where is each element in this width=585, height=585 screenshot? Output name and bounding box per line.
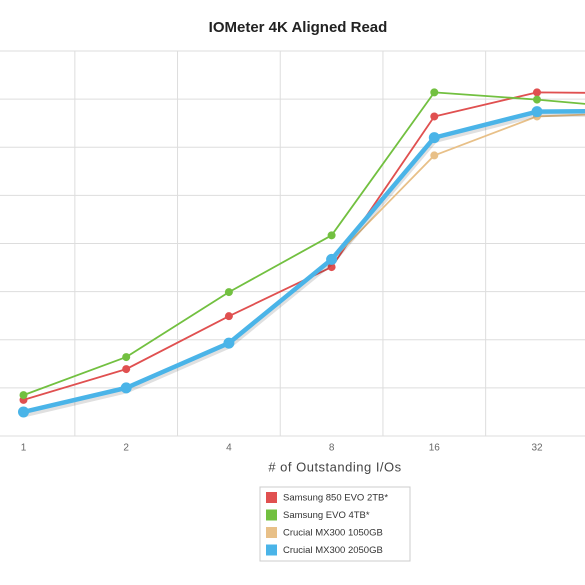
data-point xyxy=(122,365,131,374)
legend-box xyxy=(259,486,411,562)
series-line xyxy=(22,108,585,415)
data-point xyxy=(533,95,541,104)
data-point xyxy=(430,151,439,160)
x-tick-label: 32 xyxy=(531,443,543,454)
legend-label: Crucial MX300 2050GB xyxy=(283,545,383,556)
legend-label: Samsung EVO 4TB* xyxy=(283,510,370,521)
legend-label: Crucial MX300 1050GB xyxy=(283,528,383,539)
data-point xyxy=(430,88,439,97)
data-point xyxy=(223,337,235,349)
data-point xyxy=(19,391,28,400)
series-line xyxy=(23,91,585,401)
x-tick-label: 1 xyxy=(21,443,27,454)
data-point xyxy=(327,231,336,240)
legend-swatch xyxy=(266,544,277,556)
data-point xyxy=(224,288,233,297)
legend-swatch xyxy=(266,509,277,521)
series-line xyxy=(23,113,585,413)
data-point xyxy=(531,106,543,118)
plot-area xyxy=(0,50,585,437)
x-tick-label: 4 xyxy=(226,443,232,454)
data-point xyxy=(533,88,541,97)
data-point xyxy=(326,253,338,265)
x-tick-label: 16 xyxy=(429,443,441,454)
chart-title: IOMeter 4K Aligned Read xyxy=(209,19,388,36)
x-tick-label: 8 xyxy=(329,443,335,454)
data-point xyxy=(120,382,132,394)
data-point xyxy=(224,312,233,321)
legend-swatch xyxy=(266,492,277,503)
data-point xyxy=(122,353,131,362)
legend-label: Samsung 850 EVO 2TB* xyxy=(283,493,388,504)
x-tick-labels: 1 2 4 8 16 32 xyxy=(21,443,543,454)
legend-swatch xyxy=(266,527,277,538)
data-point xyxy=(428,132,440,144)
data-point xyxy=(327,263,336,272)
x-axis-label: # of Outstanding I/Os xyxy=(268,459,401,474)
series-shadow xyxy=(22,109,585,418)
x-tick-label: 2 xyxy=(123,443,129,454)
legend: Samsung 850 EVO 2TB* Samsung EVO 4TB* Cruc… xyxy=(259,486,411,562)
data-point xyxy=(430,112,439,121)
data-point xyxy=(18,406,29,418)
